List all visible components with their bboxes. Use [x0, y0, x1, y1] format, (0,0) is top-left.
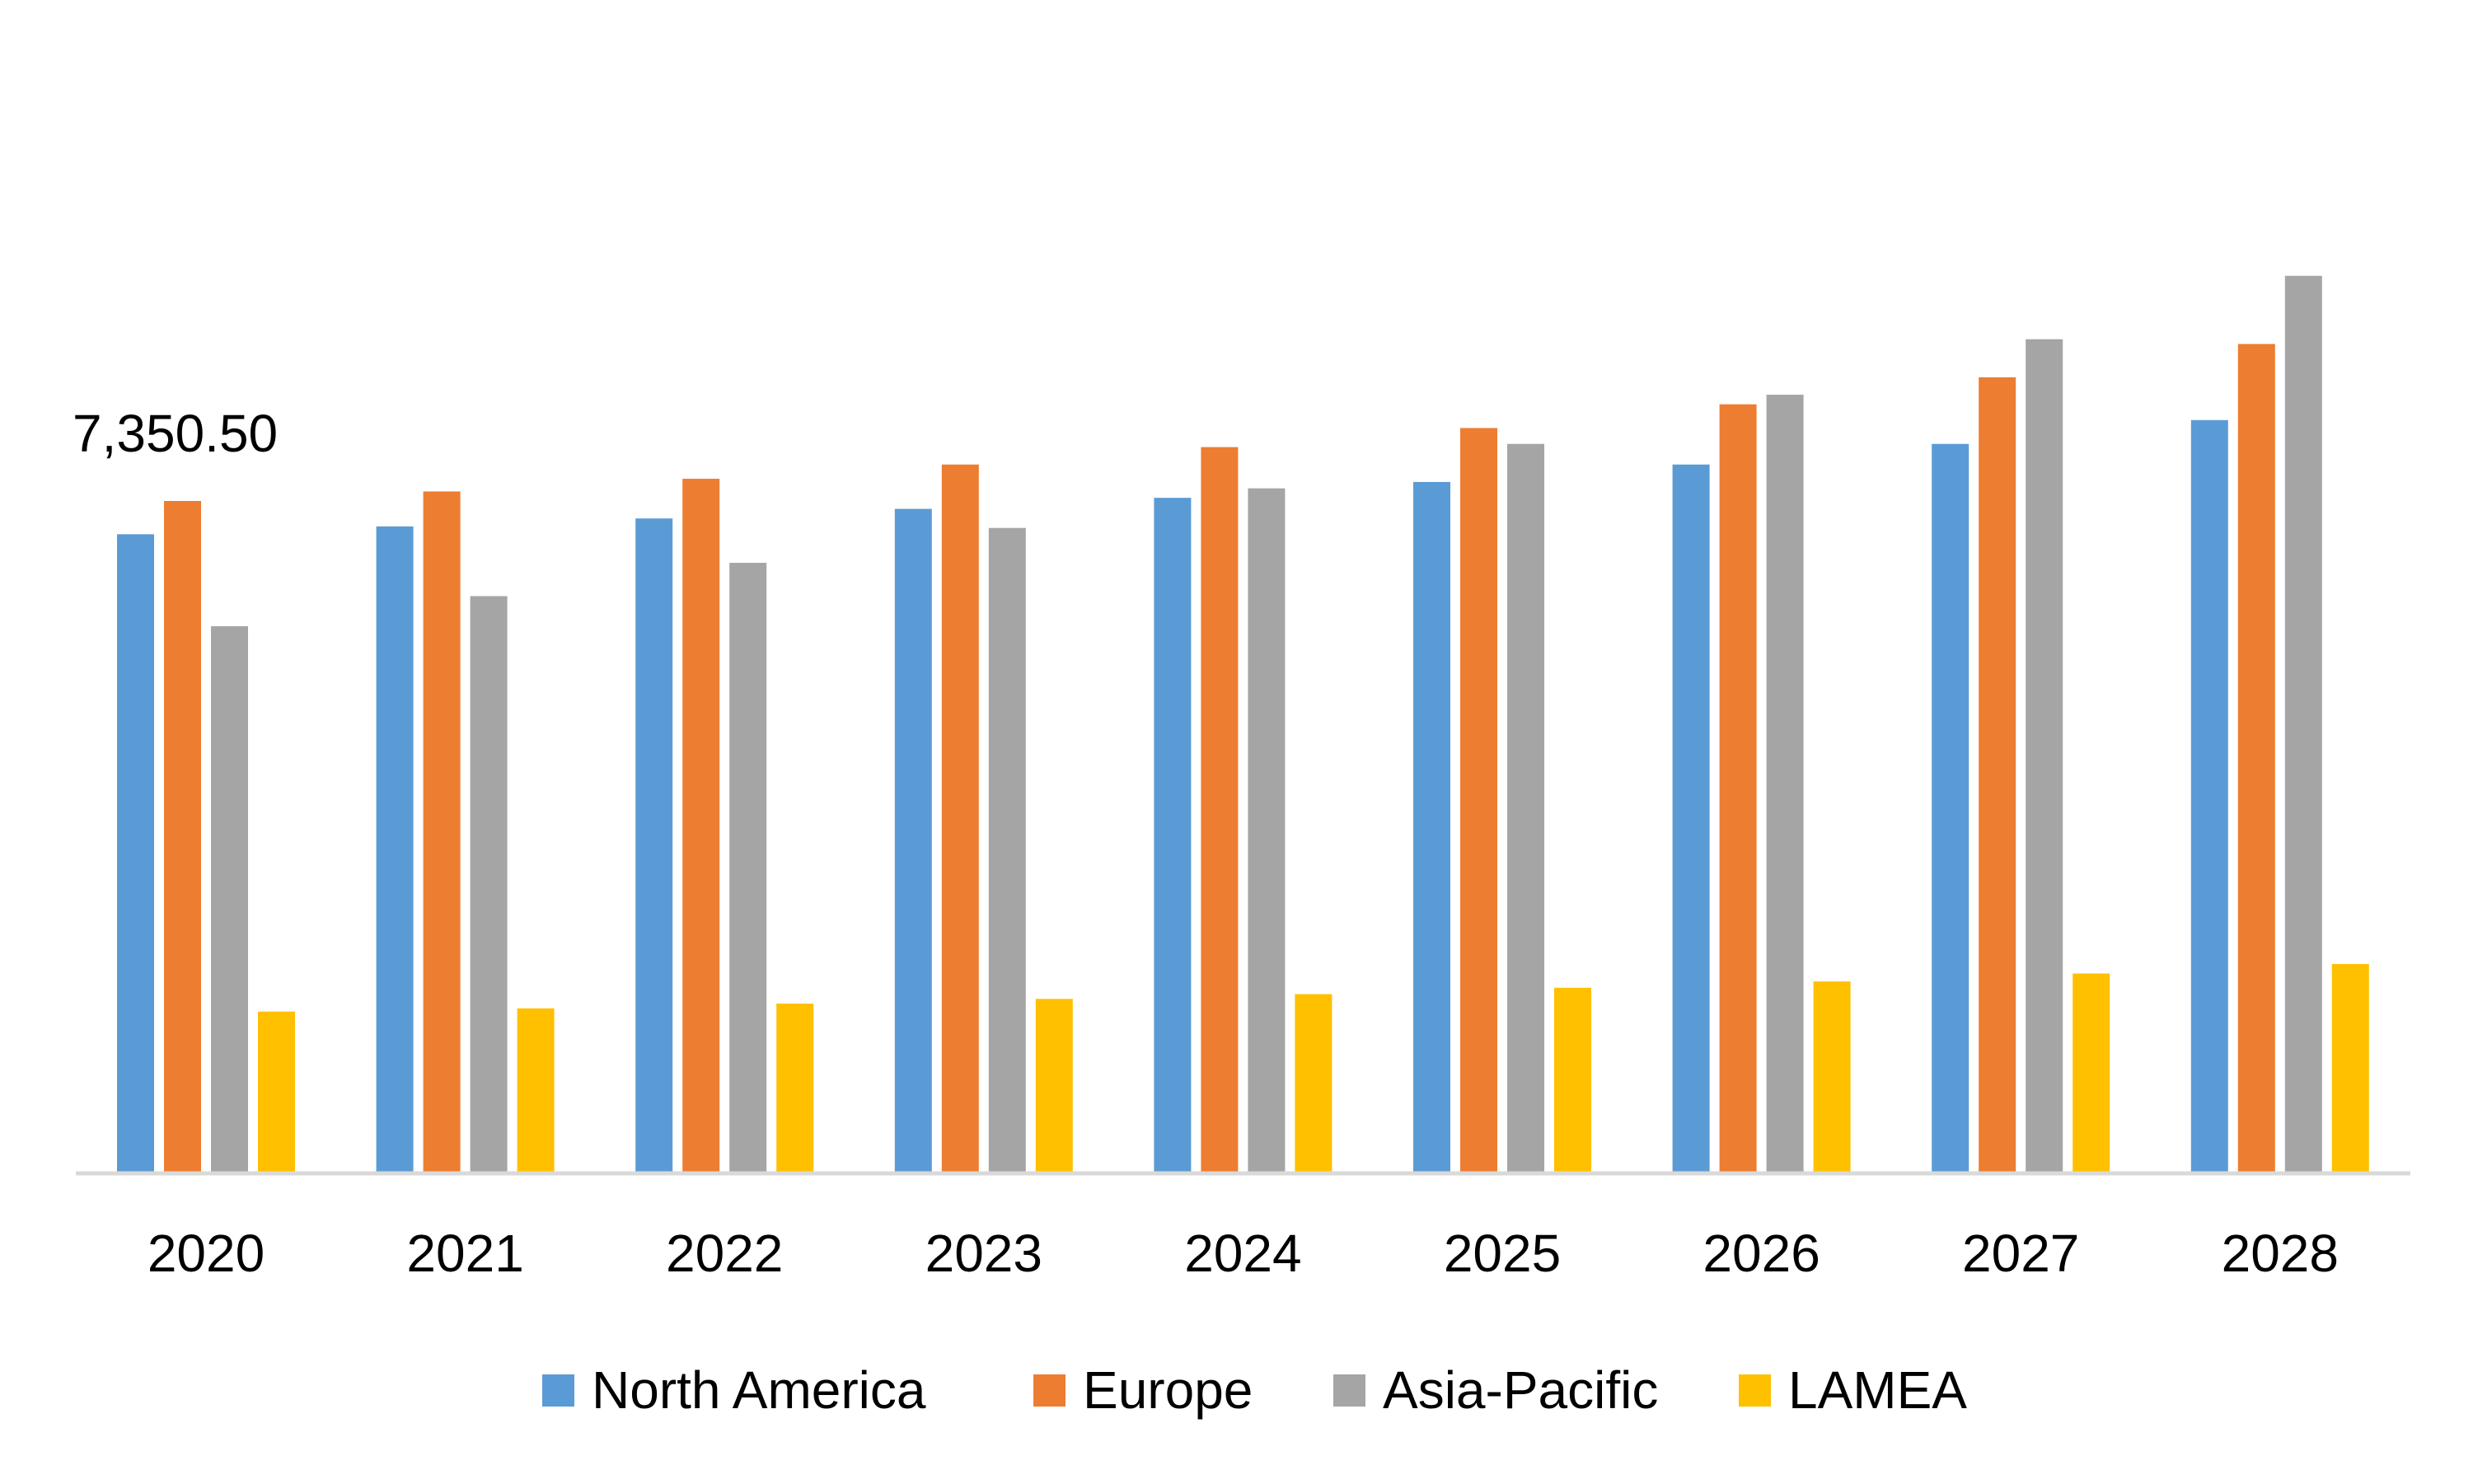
- legend-swatch: [1333, 1374, 1365, 1407]
- bar-asia-pacific-2024: [1248, 488, 1286, 1172]
- bars: [117, 275, 2369, 1173]
- bar-north-america-2021: [376, 526, 414, 1172]
- bar-asia-pacific-2022: [729, 563, 767, 1172]
- bar-lamea-2022: [776, 1004, 814, 1172]
- bar-north-america-2023: [894, 508, 932, 1172]
- bar-europe-2024: [1201, 447, 1239, 1172]
- bar-lamea-2025: [1554, 987, 1591, 1172]
- bar-europe-2028: [2237, 344, 2275, 1172]
- bar-north-america-2025: [1413, 481, 1450, 1172]
- legend-label: North America: [592, 1360, 926, 1420]
- bar-asia-pacific-2025: [1507, 443, 1544, 1172]
- bar-north-america-2027: [1932, 443, 1970, 1172]
- bar-lamea-2024: [1295, 994, 1333, 1172]
- bar-asia-pacific-2020: [211, 625, 248, 1172]
- legend: North America Europe Asia-Pacific LAMEA: [542, 1360, 1967, 1420]
- bar-lamea-2021: [517, 1008, 555, 1172]
- legend-item: Asia-Pacific: [1333, 1360, 1658, 1420]
- x-tick-label: 2024: [1184, 1224, 1301, 1283]
- bar-north-america-2026: [1672, 464, 1710, 1172]
- bar-europe-2020: [164, 501, 201, 1172]
- legend-label: Asia-Pacific: [1383, 1360, 1658, 1420]
- bar-north-america-2022: [635, 518, 673, 1172]
- bar-lamea-2023: [1035, 999, 1073, 1172]
- legend-item: Europe: [1033, 1360, 1253, 1420]
- legend-swatch: [1033, 1374, 1066, 1407]
- x-tick-label: 2023: [925, 1224, 1042, 1283]
- bar-north-america-2024: [1154, 498, 1192, 1172]
- bar-north-america-2028: [2190, 419, 2228, 1172]
- bar-europe-2023: [941, 464, 979, 1172]
- bar-asia-pacific-2023: [988, 527, 1026, 1172]
- bar-lamea-2020: [258, 1011, 295, 1172]
- x-tick-label: 2028: [2222, 1224, 2339, 1283]
- x-tick-label: 2027: [1962, 1224, 2079, 1283]
- data-label-europe-2020: 7,350.50: [73, 404, 278, 463]
- bar-asia-pacific-2027: [2026, 339, 2063, 1172]
- bar-asia-pacific-2028: [2284, 275, 2322, 1172]
- bar-asia-pacific-2021: [470, 596, 508, 1172]
- legend-label: LAMEA: [1788, 1360, 1967, 1420]
- legend-swatch: [1739, 1374, 1771, 1407]
- bar-europe-2027: [1979, 377, 2016, 1173]
- bar-asia-pacific-2026: [1766, 395, 1804, 1173]
- bar-europe-2021: [423, 491, 461, 1172]
- x-tick-labels: 2020 2021 2022 2023 2024 2025 2026 2027 2028: [148, 1224, 2339, 1283]
- bar-europe-2022: [682, 479, 720, 1172]
- x-tick-label: 2022: [666, 1224, 783, 1283]
- bar-lamea-2028: [2331, 963, 2369, 1172]
- bar-europe-2026: [1719, 404, 1757, 1172]
- bar-lamea-2027: [2073, 973, 2110, 1172]
- bar-europe-2025: [1460, 428, 1497, 1172]
- x-tick-label: 2020: [148, 1224, 265, 1283]
- x-tick-label: 2025: [1444, 1224, 1561, 1283]
- legend-swatch: [542, 1374, 574, 1407]
- legend-item: North America: [542, 1360, 926, 1420]
- x-tick-label: 2026: [1703, 1224, 1820, 1283]
- bar-north-america-2020: [117, 534, 154, 1172]
- legend-item: LAMEA: [1739, 1360, 1967, 1420]
- x-tick-label: 2021: [406, 1224, 523, 1283]
- legend-label: Europe: [1083, 1360, 1253, 1420]
- bar-lamea-2026: [1813, 981, 1851, 1172]
